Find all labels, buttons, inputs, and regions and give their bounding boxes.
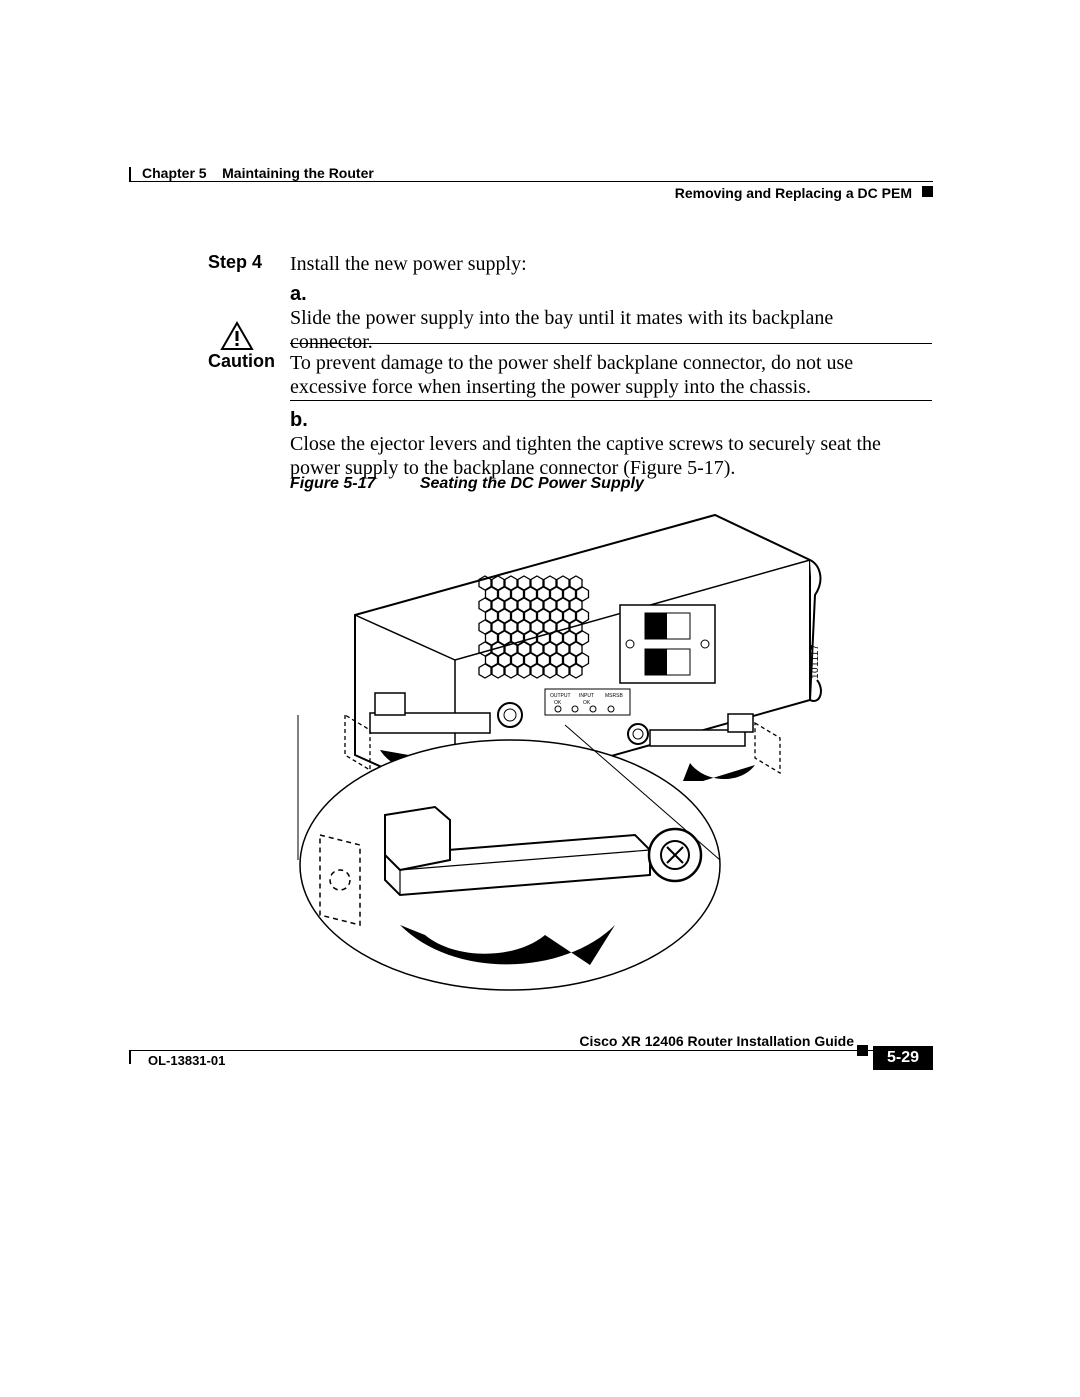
- header-square-marker: [922, 186, 933, 197]
- substep-b-text: Close the ejector levers and tighten the…: [290, 432, 900, 480]
- panel-label-ok2: OK: [583, 700, 591, 706]
- panel-label-input: INPUT: [579, 693, 594, 699]
- footer-doc-number: OL-13831-01: [148, 1053, 225, 1068]
- footer-rule-tick: [129, 1050, 131, 1064]
- figure-ref: Figure 5-17: [290, 475, 375, 492]
- footer-rule: [129, 1050, 933, 1051]
- caution-rule-top: [290, 343, 932, 344]
- substep-b-label: b.: [290, 408, 316, 432]
- figure-image: OUTPUT INPUT MSRSB OK OK: [285, 505, 830, 995]
- step-text: Install the new power supply:: [290, 252, 930, 276]
- footer-guide-title: Cisco XR 12406 Router Installation Guide: [579, 1033, 854, 1049]
- header-section-title: Removing and Replacing a DC PEM: [675, 185, 912, 201]
- panel-label-output: OUTPUT: [550, 693, 571, 699]
- figure-caption: Figure 5-17 Seating the DC Power Supply: [290, 475, 644, 493]
- substep-b: b. Close the ejector levers and tighten …: [290, 408, 930, 480]
- panel-label-ok1: OK: [554, 700, 562, 706]
- header-rule: [129, 181, 933, 182]
- footer-page-number: 5-29: [873, 1046, 933, 1070]
- header-chapter-title: Maintaining the Router: [222, 165, 374, 181]
- panel-label-msrsb: MSRSB: [605, 693, 623, 699]
- document-page: Chapter 5 Maintaining the Router Removin…: [0, 0, 1080, 1397]
- substep-a-text: Slide the power supply into the bay unti…: [290, 306, 900, 354]
- substep-a-label: a.: [290, 282, 316, 306]
- step-label: Step 4: [208, 252, 262, 273]
- caution-text: To prevent damage to the power shelf bac…: [290, 351, 932, 399]
- caution-label: Caution: [208, 351, 275, 372]
- header-rule-tick: [129, 167, 131, 181]
- header-chapter: Chapter 5 Maintaining the Router: [142, 165, 374, 181]
- header-chapter-number: Chapter 5: [142, 165, 207, 181]
- figure-title: Seating the DC Power Supply: [420, 475, 644, 492]
- caution-rule-bottom: [290, 400, 932, 401]
- figure-image-id: 101117: [810, 644, 821, 679]
